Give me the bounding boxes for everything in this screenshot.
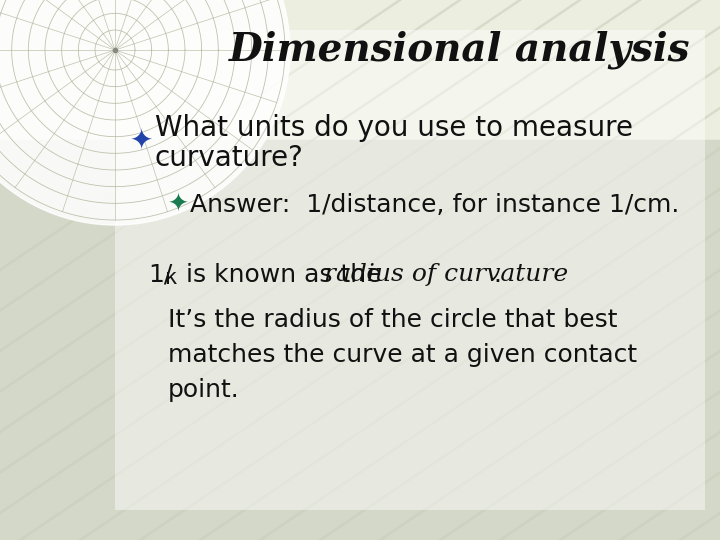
Text: κ: κ (165, 268, 177, 288)
Text: ✦: ✦ (168, 193, 189, 217)
Text: It’s the radius of the circle that best: It’s the radius of the circle that best (168, 308, 618, 332)
Bar (0, 0, 720, 140)
FancyBboxPatch shape (115, 30, 705, 510)
Text: Dimensional analysis: Dimensional analysis (228, 31, 690, 69)
Bar (0, 140, 720, 540)
Text: ✦: ✦ (130, 126, 153, 154)
Text: radius of curvature: radius of curvature (324, 264, 568, 287)
Text: .: . (493, 263, 501, 287)
Text: curvature?: curvature? (155, 144, 304, 172)
Text: point.: point. (168, 378, 240, 402)
Text: matches the curve at a given contact: matches the curve at a given contact (168, 343, 637, 367)
Text: 1/: 1/ (148, 263, 172, 287)
Text: is known as the: is known as the (178, 263, 390, 287)
Text: Answer:  1/distance, for instance 1/cm.: Answer: 1/distance, for instance 1/cm. (190, 193, 680, 217)
Text: What units do you use to measure: What units do you use to measure (155, 114, 633, 142)
Circle shape (0, 0, 290, 225)
